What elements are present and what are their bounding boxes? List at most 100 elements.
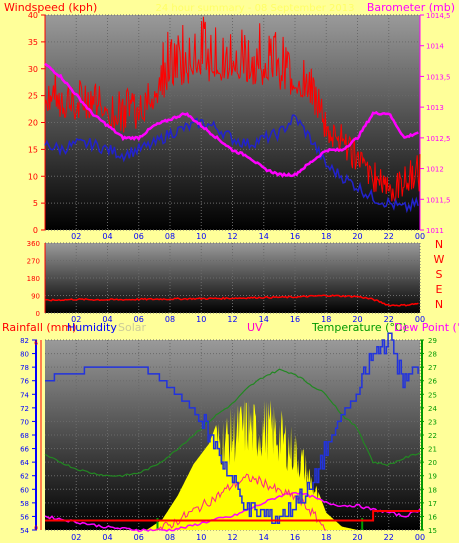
y-tick-label-left: 10: [28, 172, 38, 181]
y-tick-label-temperature: 18: [428, 486, 437, 494]
rain-tick-label: 0: [34, 525, 38, 532]
x-tick-label: 10: [196, 232, 206, 241]
chart-title: 24 hour summary - 08 September 2013: [156, 3, 355, 14]
y-tick-label-temperature: 15: [428, 527, 437, 535]
compass-label: W: [434, 253, 445, 266]
y-tick-label-temperature: 22: [428, 432, 437, 440]
x-tick-label: 04: [102, 232, 112, 241]
y-tick-label-temperature: 27: [428, 364, 437, 372]
y-tick-label-humidity: 76: [20, 378, 29, 386]
y-tick-label-left: 270: [27, 258, 40, 266]
series-humidity-line: [45, 332, 419, 524]
y-tick-label-temperature: 29: [428, 337, 437, 345]
y-tick-label-right: 1013,5: [426, 73, 451, 81]
y-tick-label-humidity: 56: [20, 513, 29, 521]
x-tick-label: 18: [321, 315, 331, 324]
y-tick-label-temperature: 23: [428, 418, 437, 426]
x-tick-label: 00: [415, 533, 425, 542]
x-tick-label: 00: [415, 232, 425, 241]
y-tick-label-left: 5: [33, 199, 38, 208]
y-tick-label-temperature: 25: [428, 391, 437, 399]
y-tick-label-left: 90: [31, 293, 40, 301]
rain-tick-label: 6: [34, 340, 38, 347]
y-tick-label-left: 20: [28, 119, 38, 128]
y-tick-label-right: 1013: [426, 104, 444, 112]
y-tick-label-temperature: 21: [428, 446, 437, 454]
compass-label: N: [435, 298, 443, 311]
y-tick-label-left: 180: [27, 275, 40, 283]
x-tick-label: 16: [290, 533, 300, 542]
series-solar-area: [146, 399, 358, 530]
x-tick-label: 02: [71, 232, 81, 241]
y-tick-label-humidity: 68: [20, 432, 29, 440]
y-tick-label-humidity: 80: [20, 351, 29, 359]
x-tick-label: 14: [259, 533, 269, 542]
windspeed-axis-title: Windspeed (kph): [4, 1, 97, 14]
y-tick-label-humidity: 62: [20, 473, 29, 481]
x-tick-label: 14: [259, 315, 269, 324]
x-tick-label: 02: [71, 533, 81, 542]
y-tick-label-humidity: 58: [20, 500, 29, 508]
y-tick-label-temperature: 24: [428, 405, 437, 413]
series-wind-direction-line: [44, 294, 419, 307]
rainfall-label: Rainfall (mm): [2, 321, 76, 334]
series-dewpoint-line: [44, 491, 421, 533]
y-tick-label-right: 1012: [426, 166, 444, 174]
x-tick-label: 14: [259, 232, 269, 241]
x-tick-label: 22: [384, 315, 394, 324]
x-tick-label: 10: [196, 315, 206, 324]
x-tick-label: 18: [321, 533, 331, 542]
y-tick-label-temperature: 26: [428, 378, 437, 386]
x-tick-label: 06: [134, 315, 144, 324]
y-tick-label-right: 1011,5: [426, 196, 451, 204]
x-tick-label: 10: [196, 533, 206, 542]
series-average-wind-line: [44, 114, 419, 214]
solar-label: Solar: [118, 321, 147, 334]
y-tick-label-humidity: 66: [20, 446, 29, 454]
compass-label: E: [436, 283, 443, 296]
y-tick-label-humidity: 64: [20, 459, 29, 467]
series-barometer-line: [44, 62, 419, 178]
series-temperature-line: [44, 368, 421, 478]
x-tick-label: 20: [352, 533, 362, 542]
x-tick-label: 12: [227, 315, 237, 324]
x-tick-label: 22: [384, 232, 394, 241]
series-rainfall-line: [45, 510, 420, 522]
x-tick-label: 18: [321, 232, 331, 241]
y-tick-label-right: 1014,5: [426, 12, 451, 20]
y-tick-label-left: 15: [28, 145, 38, 154]
y-tick-label-left: 25: [28, 92, 38, 101]
x-tick-label: 08: [165, 533, 175, 542]
x-tick-label: 08: [165, 315, 175, 324]
series-windspeed-line: [44, 16, 421, 202]
barometer-axis-title: Barometer (mb): [367, 1, 455, 14]
y-tick-label-temperature: 19: [428, 473, 437, 481]
compass-label: S: [436, 268, 443, 281]
y-tick-label-left: 0: [36, 310, 40, 318]
x-tick-label: 06: [134, 533, 144, 542]
x-tick-label: 20: [352, 315, 362, 324]
y-tick-label-left: 40: [28, 11, 38, 20]
y-tick-label-temperature: 17: [428, 500, 437, 508]
y-tick-label-humidity: 54: [20, 527, 29, 535]
x-tick-label: 04: [102, 315, 112, 324]
x-tick-label: 12: [227, 232, 237, 241]
x-tick-label: 16: [290, 232, 300, 241]
x-tick-label: 22: [384, 533, 394, 542]
x-tick-label: 08: [165, 232, 175, 241]
y-tick-label-temperature: 28: [428, 351, 437, 359]
y-tick-label-left: 0: [33, 226, 38, 235]
y-tick-label-right: 1014: [426, 43, 444, 51]
y-tick-label-temperature: 16: [428, 513, 437, 521]
y-tick-label-temperature: 20: [428, 459, 437, 467]
dewpoint-label: Dew Point (°C): [394, 321, 459, 334]
x-tick-label: 06: [134, 232, 144, 241]
x-tick-label: 12: [227, 533, 237, 542]
uv-label: UV: [247, 321, 263, 334]
x-tick-label: 02: [71, 315, 81, 324]
x-tick-label: 16: [290, 315, 300, 324]
x-tick-label: 20: [352, 232, 362, 241]
y-tick-label-humidity: 78: [20, 364, 29, 372]
